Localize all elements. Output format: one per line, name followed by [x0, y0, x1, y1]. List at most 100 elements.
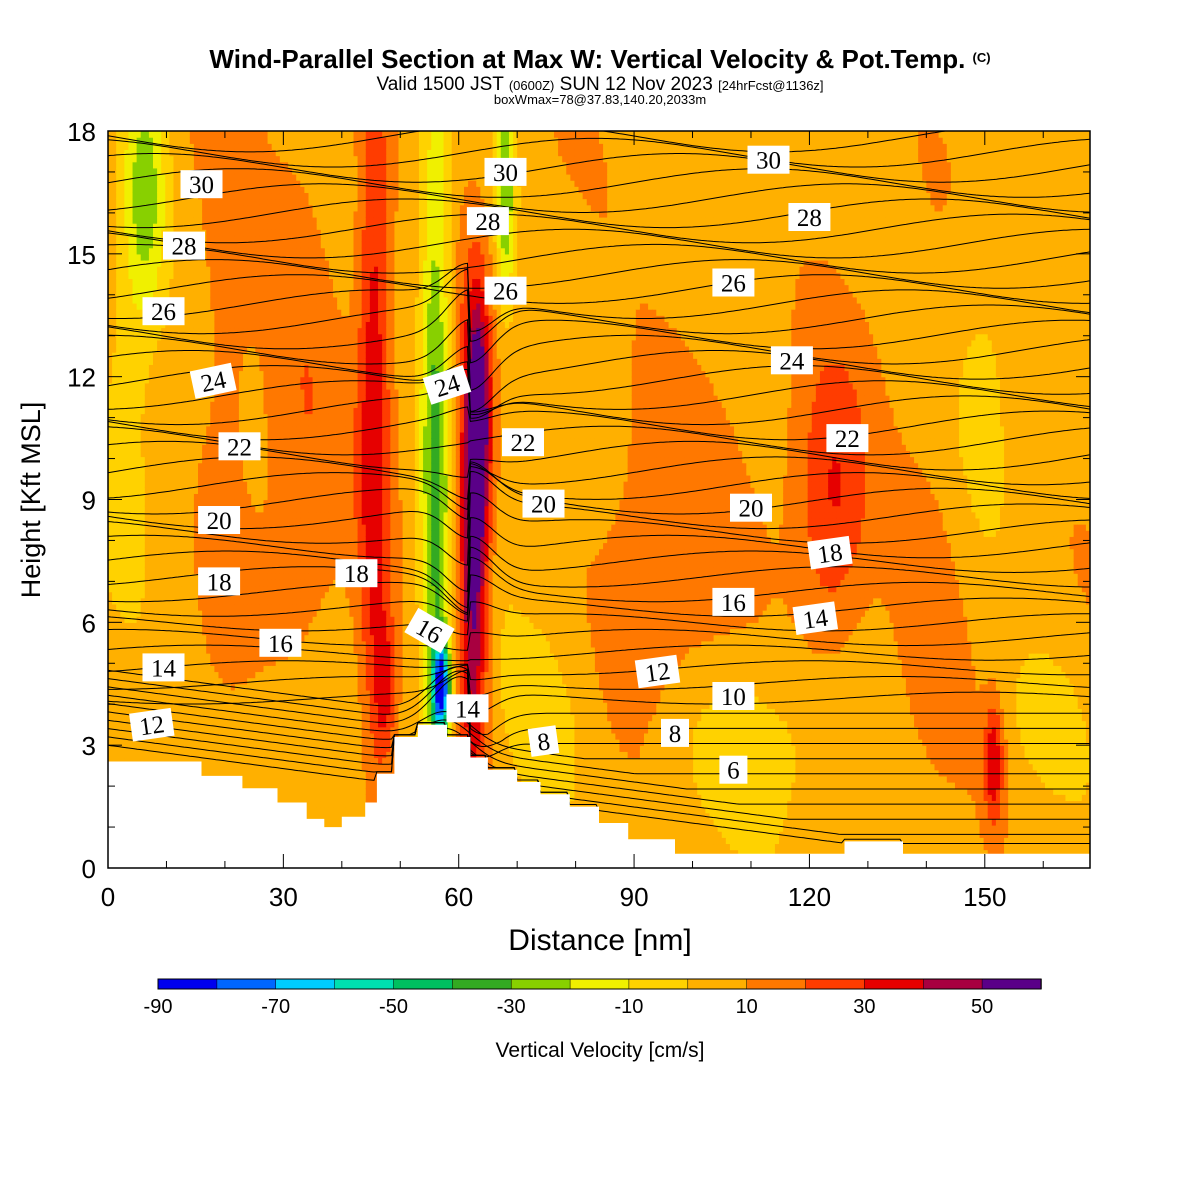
velocity-cell — [137, 186, 142, 193]
velocity-cell — [186, 352, 191, 359]
velocity-cell — [116, 481, 121, 488]
velocity-cell — [141, 579, 146, 586]
velocity-cell — [227, 143, 232, 150]
velocity-cell — [145, 407, 150, 414]
velocity-cell — [141, 395, 146, 402]
velocity-cell — [116, 475, 121, 482]
velocity-cell — [178, 420, 183, 427]
velocity-cell — [214, 444, 219, 451]
velocity-cell — [223, 309, 228, 316]
velocity-cell — [272, 334, 277, 341]
velocity-cell — [218, 678, 223, 685]
velocity-cell — [214, 156, 219, 163]
velocity-cell — [231, 641, 236, 648]
velocity-cell — [268, 579, 273, 586]
velocity-cell — [149, 371, 154, 378]
velocity-cell — [169, 217, 174, 224]
velocity-cell — [214, 285, 219, 292]
velocity-cell — [263, 266, 268, 273]
velocity-cell — [202, 671, 207, 678]
velocity-cell — [251, 530, 256, 537]
velocity-cell — [263, 770, 268, 777]
velocity-cell — [149, 420, 154, 427]
velocity-cell — [165, 457, 170, 464]
velocity-cell — [169, 137, 174, 144]
velocity-cell — [153, 604, 158, 611]
velocity-cell — [276, 395, 281, 402]
velocity-cell — [182, 500, 187, 507]
velocity-cell — [218, 407, 223, 414]
velocity-cell — [116, 309, 121, 316]
velocity-cell — [243, 229, 248, 236]
velocity-cell — [214, 260, 219, 267]
velocity-cell — [227, 542, 232, 549]
velocity-cell — [198, 352, 203, 359]
velocity-cell — [128, 438, 133, 445]
velocity-cell — [259, 733, 264, 740]
velocity-cell — [120, 500, 125, 507]
velocity-cell — [120, 334, 125, 341]
velocity-cell — [124, 481, 129, 488]
velocity-cell — [165, 585, 170, 592]
velocity-cell — [190, 137, 195, 144]
velocity-cell — [206, 500, 211, 507]
velocity-cell — [149, 555, 154, 562]
velocity-cell — [247, 622, 252, 629]
velocity-cell — [116, 659, 121, 666]
velocity-cell — [145, 684, 150, 691]
velocity-cell — [247, 248, 252, 255]
velocity-cell — [149, 696, 154, 703]
velocity-cell — [133, 272, 138, 279]
velocity-cell — [243, 309, 248, 316]
velocity-cell — [243, 199, 248, 206]
velocity-cell — [161, 389, 166, 396]
velocity-cell — [198, 708, 203, 715]
velocity-cell — [263, 579, 268, 586]
velocity-cell — [173, 346, 178, 353]
velocity-cell — [116, 334, 121, 341]
velocity-cell — [251, 579, 256, 586]
velocity-cell — [214, 610, 219, 617]
velocity-cell — [178, 579, 183, 586]
velocity-cell — [198, 542, 203, 549]
velocity-cell — [194, 205, 199, 212]
velocity-cell — [169, 186, 174, 193]
velocity-cell — [124, 199, 129, 206]
velocity-cell — [239, 266, 244, 273]
velocity-cell — [268, 622, 273, 629]
velocity-cell — [116, 168, 121, 175]
velocity-cell — [268, 610, 273, 617]
velocity-cell — [268, 395, 273, 402]
velocity-cell — [120, 149, 125, 156]
velocity-cell — [198, 469, 203, 476]
velocity-cell — [145, 549, 150, 556]
velocity-cell — [263, 751, 268, 758]
velocity-cell — [272, 432, 277, 439]
velocity-cell — [161, 542, 166, 549]
velocity-cell — [149, 223, 154, 230]
velocity-cell — [227, 500, 232, 507]
velocity-cell — [268, 751, 273, 758]
velocity-cell — [128, 358, 133, 365]
velocity-cell — [231, 426, 236, 433]
velocity-cell — [133, 186, 138, 193]
velocity-cell — [194, 291, 199, 298]
velocity-cell — [214, 616, 219, 623]
velocity-cell — [190, 653, 195, 660]
velocity-cell — [243, 328, 248, 335]
velocity-cell — [149, 457, 154, 464]
velocity-cell — [112, 383, 117, 390]
velocity-cell — [243, 143, 248, 150]
velocity-cell — [190, 665, 195, 672]
velocity-cell — [165, 352, 170, 359]
velocity-cell — [161, 383, 166, 390]
velocity-cell — [218, 475, 223, 482]
velocity-cell — [235, 739, 240, 746]
velocity-cell — [214, 549, 219, 556]
velocity-cell — [263, 137, 268, 144]
velocity-cell — [227, 260, 232, 267]
velocity-cell — [128, 487, 133, 494]
velocity-cell — [141, 444, 146, 451]
velocity-cell — [112, 260, 117, 267]
velocity-cell — [145, 469, 150, 476]
